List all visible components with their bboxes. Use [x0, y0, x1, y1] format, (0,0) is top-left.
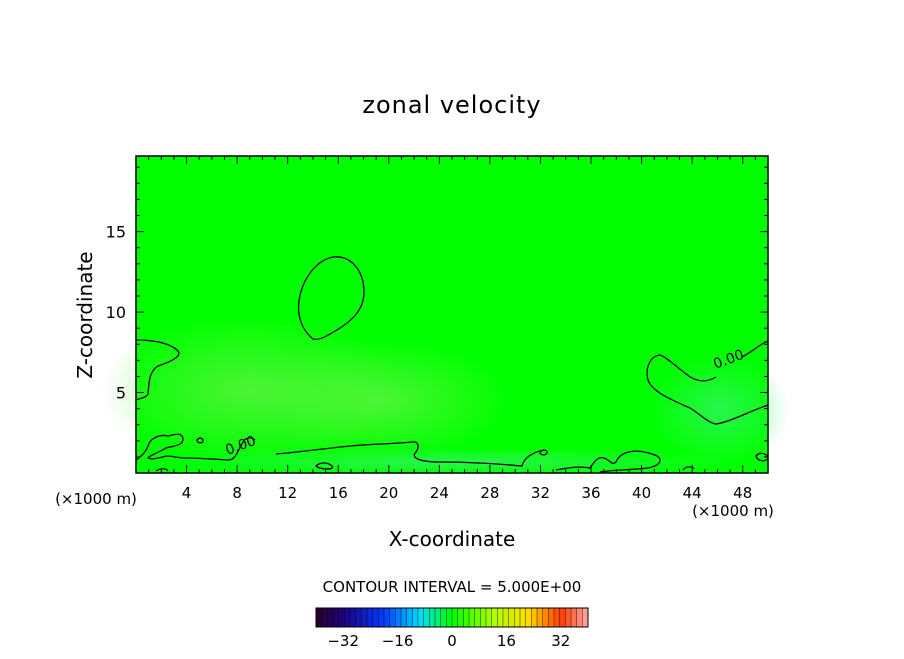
colorbar-cell [446, 608, 453, 627]
field-shade-center [250, 340, 510, 460]
x-axis: 4 8 12 16 20 24 28 32 36 40 44 48 [148, 156, 756, 502]
x-tick-label: 32 [531, 484, 550, 502]
colorbar-cell [474, 608, 481, 627]
contour-bottom-strip [315, 462, 334, 470]
contour-small-dot-e [155, 468, 169, 472]
contour-right-lobe [646, 340, 769, 425]
colorbar-cell [344, 608, 351, 627]
colorbar-cell [457, 608, 464, 627]
x-tick-label: 40 [632, 484, 651, 502]
colorbar-tick-label: 32 [551, 632, 570, 650]
colorbar-cell [508, 608, 515, 627]
x-tick-label: 48 [733, 484, 752, 502]
colorbar-cell [412, 608, 419, 627]
x-unit-right: (×1000 m) [692, 502, 774, 520]
x-axis-title: X-coordinate [389, 527, 516, 551]
contour-small-dot-d [682, 466, 695, 471]
x-tick-label: 4 [182, 484, 192, 502]
y-axis: 5 10 15 [106, 166, 768, 458]
colorbar-cell [355, 608, 362, 627]
contour-interval-label: CONTOUR INTERVAL = 5.000E+00 [323, 578, 582, 596]
colorbar-cell [333, 608, 340, 627]
contour-upper-closed [297, 256, 365, 340]
colorbar-cell [389, 608, 396, 627]
contour-lower-left [135, 433, 256, 461]
y-tick-label: 10 [106, 303, 126, 322]
plot-area: 0.000.00 [100, 155, 790, 476]
colorbar-cell [520, 608, 527, 627]
colorbar-cell [463, 608, 470, 627]
colorbar-cell [423, 608, 430, 627]
colorbar-cell [491, 608, 498, 627]
colorbar-cell [435, 608, 442, 627]
x-tick-label: 12 [278, 484, 297, 502]
colorbar-cell [401, 608, 408, 627]
colorbar-cell [565, 608, 572, 627]
contour-left-edge [135, 339, 180, 401]
x-tick-label: 8 [232, 484, 242, 502]
colorbar-tick-label: −32 [327, 632, 359, 650]
colorbar-ticks: −32 −16 0 16 32 [327, 632, 570, 650]
x-tick-label: 20 [379, 484, 398, 502]
x-tick-label: 36 [581, 484, 600, 502]
colorbar-cell [582, 608, 589, 627]
y-axis-title: Z-coordinate [73, 251, 97, 378]
colorbar-cell [480, 608, 487, 627]
colorbar-cell [452, 608, 459, 627]
colorbar-cell [525, 608, 532, 627]
x-tick-label: 28 [480, 484, 499, 502]
colorbar-cell [372, 608, 379, 627]
x-tick-label: 16 [329, 484, 348, 502]
colorbar-cell [406, 608, 413, 627]
colorbar-cell [571, 608, 578, 627]
colorbar-frame [315, 607, 589, 628]
x-unit-left: (×1000 m) [55, 490, 137, 508]
contour-lines [135, 256, 769, 473]
colorbar-cell [514, 608, 521, 627]
y-tick-label: 15 [106, 223, 126, 242]
colorbar-cell [537, 608, 544, 627]
colorbar-cell [559, 608, 566, 627]
x-tick-label: 44 [683, 484, 702, 502]
colorbar-tick-label: 16 [497, 632, 516, 650]
colorbar-tick-label: 0 [447, 632, 457, 650]
colorbar-cell [321, 608, 328, 627]
colorbar-cell [497, 608, 504, 627]
contour-small-dot-a [196, 437, 204, 444]
colorbar-cell [554, 608, 561, 627]
colorbar-tick-label: −16 [382, 632, 414, 650]
colorbar-cell [503, 608, 510, 627]
colorbar-cell [429, 608, 436, 627]
colorbar-cell [418, 608, 425, 627]
contour-lower-middle [275, 441, 546, 467]
colorbar-cell [378, 608, 385, 627]
colorbar-cell [469, 608, 476, 627]
colorbar-cell [350, 608, 357, 627]
contour-small-dot-b [539, 449, 548, 456]
colorbar-cell [486, 608, 493, 627]
colorbar-cells [315, 608, 589, 627]
colorbar-cell [361, 608, 368, 627]
colorbar-cell [531, 608, 538, 627]
colorbar-cell [542, 608, 549, 627]
colorbar-cell [384, 608, 391, 627]
colorbar-cell [338, 608, 345, 627]
colorbar-cell [367, 608, 374, 627]
colorbar: −32 −16 0 16 32 [315, 607, 589, 650]
colorbar-cell [327, 608, 334, 627]
y-tick-label: 5 [116, 384, 126, 403]
colorbar-cell [395, 608, 402, 627]
colorbar-cell [316, 608, 323, 627]
chart-title: zonal velocity [362, 91, 541, 119]
colorbar-cell [548, 608, 555, 627]
colorbar-cell [576, 608, 583, 627]
contour-lower-right [555, 450, 661, 473]
colorbar-cell [440, 608, 447, 627]
field-shade-right [650, 355, 790, 465]
x-tick-label: 24 [430, 484, 449, 502]
